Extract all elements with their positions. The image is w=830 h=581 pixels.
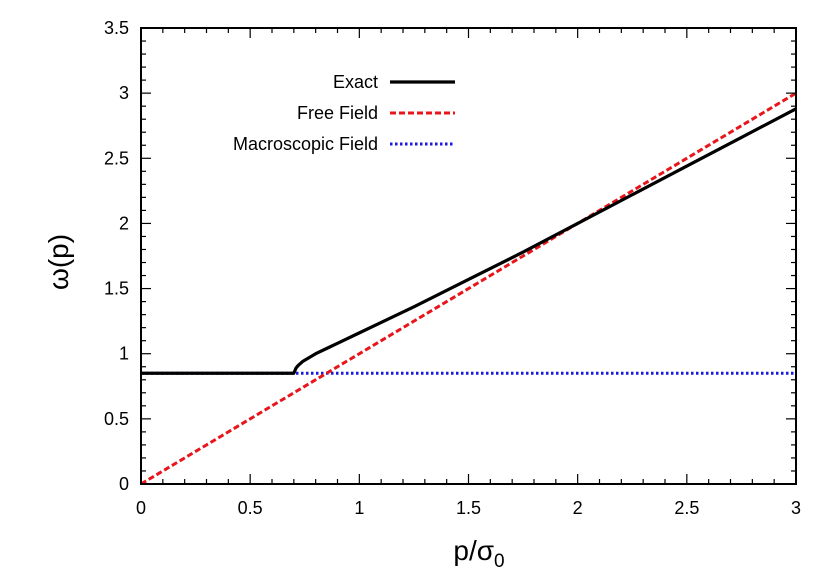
x-axis-title: p/σ0 [453, 535, 504, 572]
legend-label-free-field: Free Field [297, 103, 378, 123]
x-tick-label: 2.5 [674, 498, 699, 518]
legend-label-exact: Exact [333, 72, 378, 92]
x-tick-label: 0 [136, 498, 146, 518]
y-tick-label: 2 [119, 213, 129, 233]
plot-frame [140, 27, 797, 485]
labels-layer: 0 0.5 1 1.5 2 2.5 3 0 0.5 1 1.5 2 2.5 3 3.5 [104, 18, 801, 518]
x-tick-label: 2 [573, 498, 583, 518]
ticks-layer [140, 27, 797, 485]
legend: Exact Free Field Macroscopic Field [233, 72, 455, 154]
x-tick-label: 0.5 [238, 498, 263, 518]
y-axis-title: ω(p) [43, 234, 74, 290]
x-axis-title-main: p/σ [453, 535, 494, 566]
y-tick-label: 1 [119, 344, 129, 364]
x-tick-label: 1.5 [456, 498, 481, 518]
y-tick-label: 3.5 [104, 18, 129, 38]
y-tick-label: 3 [119, 83, 129, 103]
x-tick-label: 3 [791, 498, 801, 518]
series-line-exact [141, 107, 796, 375]
x-axis-title-subscript: 0 [494, 551, 505, 572]
y-tick-label: 0 [119, 474, 129, 494]
y-tick-label: 0.5 [104, 409, 129, 429]
y-tick-label: 2.5 [104, 148, 129, 168]
series-layer [141, 91, 796, 484]
y-tick-label: 1.5 [104, 279, 129, 299]
x-tick-label: 1 [354, 498, 364, 518]
legend-label-macroscopic-field: Macroscopic Field [233, 134, 378, 154]
series-line-free-field [141, 91, 796, 484]
